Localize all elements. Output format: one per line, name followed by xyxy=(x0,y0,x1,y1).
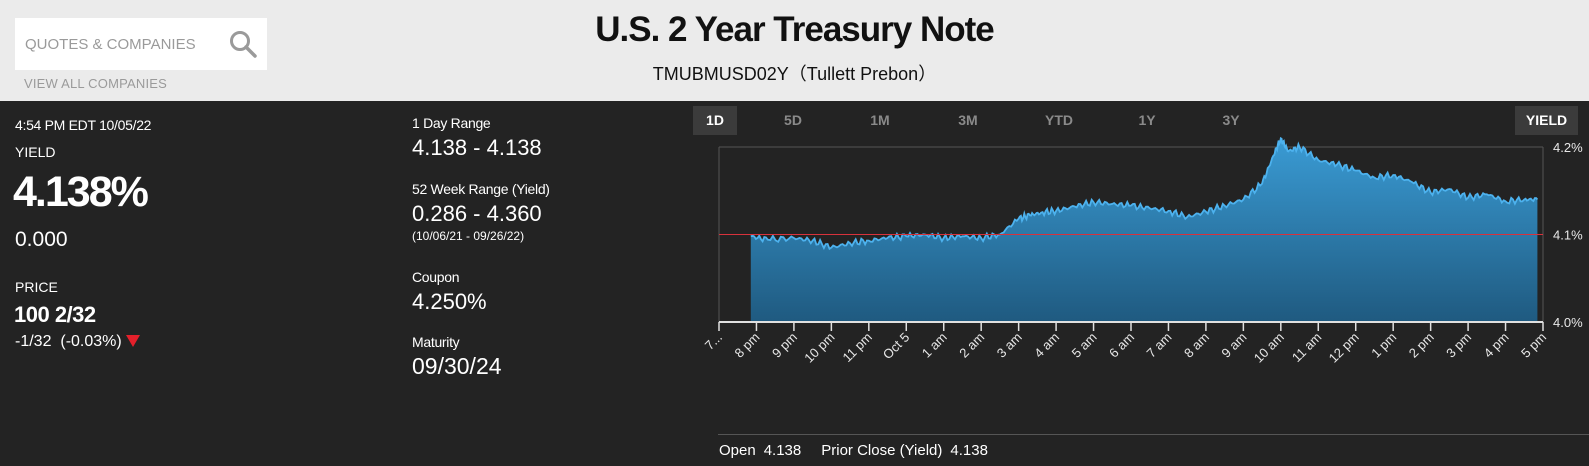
y-tick-label: 4.1% xyxy=(1553,228,1583,243)
price-change-row: -1/32 (-0.03%) xyxy=(15,333,141,351)
yield-toggle-button[interactable]: YIELD xyxy=(1515,106,1578,135)
chart-footer: Open 4.138 Prior Close (Yield) 4.138 xyxy=(719,442,1008,459)
x-tick-label: 11 pm xyxy=(839,330,874,365)
x-tick-label: 2 am xyxy=(956,330,987,361)
x-tick-label: 4 pm xyxy=(1481,330,1512,361)
x-tick-label: 8 pm xyxy=(732,330,763,361)
x-tick-label: 11 am xyxy=(1289,330,1324,365)
search-input[interactable] xyxy=(15,18,215,70)
maturity-label: Maturity xyxy=(412,334,460,350)
tab-3y[interactable]: 3Y xyxy=(1222,112,1240,128)
week52-range-dates: (10/06/21 - 09/26/22) xyxy=(412,229,525,243)
page-header: VIEW ALL COMPANIES U.S. 2 Year Treasury … xyxy=(0,0,1589,101)
y-tick-label: 4.0% xyxy=(1553,315,1583,330)
yield-line xyxy=(750,136,1539,251)
prior-close-label: Prior Close (Yield) xyxy=(821,442,943,459)
price-change: -1/32 xyxy=(15,333,52,350)
view-all-companies-link[interactable]: VIEW ALL COMPANIES xyxy=(24,76,168,91)
yield-area xyxy=(750,138,1538,322)
tab-1d[interactable]: 1D xyxy=(693,106,737,135)
down-arrow-icon xyxy=(126,335,141,347)
x-tick-label: 9 pm xyxy=(769,330,800,361)
search-icon[interactable] xyxy=(229,30,257,58)
yield-value: 4.138% xyxy=(13,168,149,216)
x-tick-label: 4 am xyxy=(1031,330,1062,361)
x-tick-label: Oct 5 xyxy=(880,330,913,363)
x-tick-label: 1 am xyxy=(919,330,950,361)
page-title: U.S. 2 Year Treasury Note xyxy=(595,10,994,49)
coupon-label: Coupon xyxy=(412,269,460,285)
tab-1y[interactable]: 1Y xyxy=(1138,112,1156,128)
x-tick-label: 2 pm xyxy=(1406,330,1437,361)
x-tick-label: 12 pm xyxy=(1326,330,1362,366)
y-axis-ticks: 4.0% 4.1% 4.2% xyxy=(1553,140,1583,330)
coupon-value: 4.250% xyxy=(412,289,487,314)
x-tick-label: 3 pm xyxy=(1443,330,1474,361)
tab-1m[interactable]: 1M xyxy=(870,112,890,128)
tab-5d[interactable]: 5D xyxy=(784,112,802,128)
tab-ytd[interactable]: YTD xyxy=(1045,112,1073,128)
price-change-percent: (-0.03%) xyxy=(60,333,122,350)
x-tick-label: 10 pm xyxy=(801,330,837,366)
open-label: Open xyxy=(719,442,756,459)
tab-3m[interactable]: 3M xyxy=(958,112,978,128)
footer-divider xyxy=(718,434,1589,435)
y-tick-label: 4.2% xyxy=(1553,140,1583,155)
x-tick-label: 7 am xyxy=(1144,330,1175,361)
x-tick-label: 3 am xyxy=(994,330,1025,361)
x-tick-label: 10 am xyxy=(1251,330,1287,366)
x-tick-label: 7... xyxy=(702,330,725,353)
x-tick-label: 9 am xyxy=(1218,330,1249,361)
page-subtitle: TMUBMUSD02Y（Tullett Prebon） xyxy=(652,64,937,84)
maturity-value: 09/30/24 xyxy=(412,353,502,379)
quote-timestamp: 4:54 PM EDT 10/05/22 xyxy=(15,117,152,133)
x-tick-label: 1 pm xyxy=(1368,330,1399,361)
x-tick-label: 5 pm xyxy=(1518,330,1549,361)
day-range-value: 4.138 - 4.138 xyxy=(412,135,542,160)
price-label: PRICE xyxy=(15,279,58,295)
week52-range-value: 0.286 - 4.360 xyxy=(412,201,542,226)
day-range-label: 1 Day Range xyxy=(412,115,491,131)
prior-close-value: 4.138 xyxy=(950,442,988,459)
week52-range-label: 52 Week Range (Yield) xyxy=(412,181,550,197)
open-value: 4.138 xyxy=(763,442,802,459)
yield-change: 0.000 xyxy=(15,228,68,251)
x-tick-label: 8 am xyxy=(1181,330,1212,361)
x-tick-label: 6 am xyxy=(1106,330,1137,361)
x-tick-label: 5 am xyxy=(1069,330,1100,361)
price-value: 100 2/32 xyxy=(14,302,96,327)
search-box xyxy=(15,18,267,70)
yield-label: YIELD xyxy=(15,144,56,160)
